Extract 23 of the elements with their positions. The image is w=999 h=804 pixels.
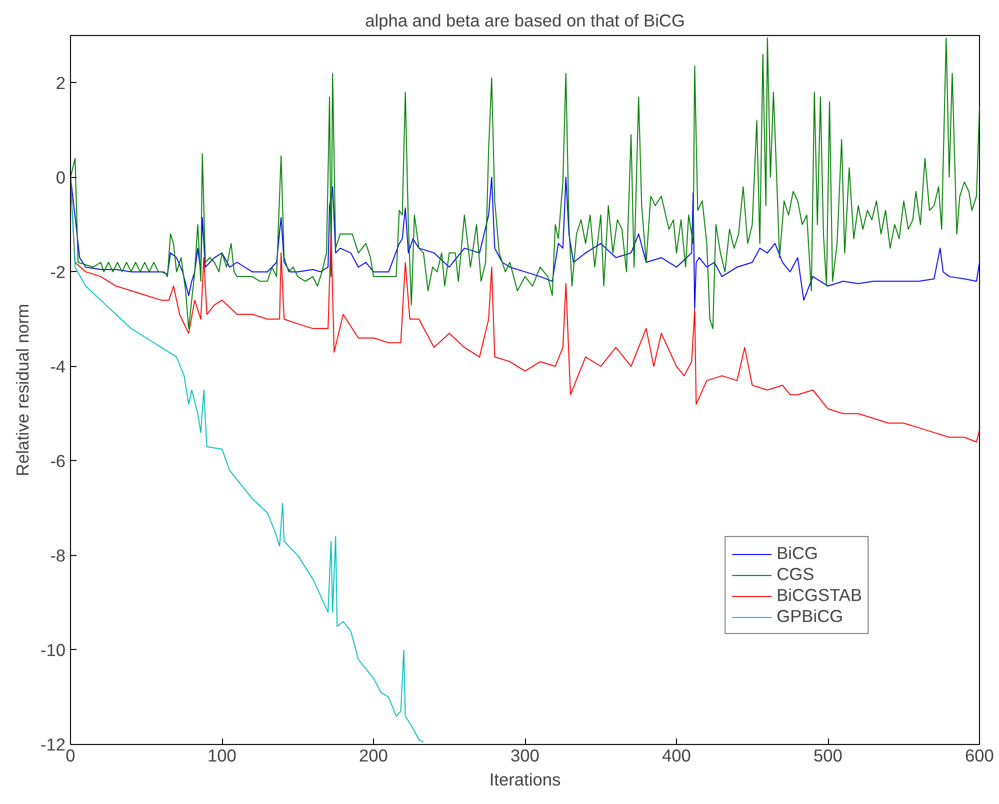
legend-label: BiCGSTAB — [776, 585, 862, 606]
x-axis-title: Iterations — [489, 770, 561, 790]
x-tick-label: 100 — [208, 746, 236, 766]
y-tick-label: -10 — [40, 640, 66, 660]
legend-label: CGS — [776, 564, 814, 585]
x-tick-label: 600 — [965, 746, 994, 766]
y-axis-title: Relative residual norm — [12, 304, 32, 476]
line-series — [70, 176, 980, 310]
chart-title: alpha and beta are based on that of BiCG — [365, 10, 685, 30]
legend-label: BiCG — [776, 543, 818, 564]
y-tick-label: -4 — [50, 356, 66, 376]
y-tick-label: 2 — [56, 72, 66, 93]
x-tick-label: 500 — [814, 746, 842, 766]
y-tick-label: -8 — [50, 545, 66, 566]
y-tick-label: -6 — [50, 450, 66, 471]
y-tick-label: 0 — [56, 167, 66, 188]
line-series — [70, 37, 980, 330]
y-tick-label: -2 — [50, 262, 66, 282]
x-tick-label: 200 — [359, 746, 388, 766]
y-tick-label: -12 — [40, 734, 66, 754]
x-tick-label: 400 — [662, 746, 691, 766]
legend-label: GPBiCG — [776, 606, 844, 627]
x-tick-label: 300 — [510, 746, 540, 766]
